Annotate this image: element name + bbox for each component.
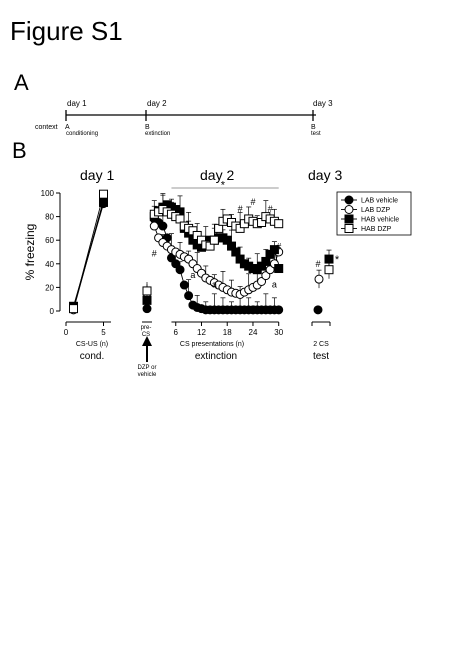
timeline-phase-conditioning: conditioning (66, 131, 98, 137)
day2-point-hab-vehicle (269, 245, 279, 255)
legend-marker-lab-vehicle (344, 195, 354, 205)
day2-x-tick-label: 24 (249, 328, 258, 337)
day2-annotation: * (221, 179, 226, 191)
day2-annotation: # (238, 204, 243, 214)
y-tick-label: 80 (45, 213, 54, 222)
day2-point-hab-dzp (209, 235, 219, 245)
day2-point-hab-dzp (274, 219, 284, 229)
timeline-context-day1: A (65, 124, 70, 131)
day2-point-lab-dzp (261, 271, 271, 281)
day1-point-hab-dzp (69, 304, 78, 314)
day2-point-lab-vehicle (184, 291, 194, 301)
day3-point-hab-dzp (324, 265, 334, 275)
day3-annotation: * (335, 254, 340, 266)
pre-cs-label-line2: CS (142, 332, 150, 338)
day1-x-tick-label: 5 (101, 328, 106, 337)
day2-annotation: a (272, 279, 277, 289)
day2-annotation: # (276, 242, 281, 252)
day1-point-hab-dzp (99, 189, 108, 199)
day2-title: day 2 (200, 167, 234, 183)
day2-annotation: a (212, 279, 217, 289)
timeline-context-day2: B (145, 124, 150, 131)
pre-cs-label: pre-CS (141, 325, 152, 338)
panel-a-label: A (14, 70, 29, 95)
legend-label-lab-dzp: LAB DZP (361, 207, 391, 214)
timeline-context-day3: B (311, 124, 316, 131)
chart-marks: * # # # # # a a a # * (69, 179, 340, 315)
dzp-arrowhead (142, 336, 152, 346)
day2-point-lab-vehicle (274, 305, 284, 315)
timeline-context-label: context (35, 124, 58, 131)
day2-annotation: # (250, 197, 255, 207)
legend: LAB vehicle LAB DZP HAB vehicle HAB DZP (336, 191, 412, 236)
day2-x-tick-label: 6 (174, 328, 179, 337)
day2-point-lab-dzp (149, 221, 159, 231)
legend-label-hab-dzp: HAB DZP (361, 226, 392, 233)
dzp-arrow-label-line1: DZP or (138, 365, 157, 371)
day2-annotation: a (190, 270, 195, 280)
y-axis-label: % freezing (23, 224, 37, 281)
y-tick-label: 100 (41, 189, 55, 198)
timeline-day2: day 2 (147, 99, 167, 108)
day3-x-axis-label: 2 CS (313, 341, 329, 348)
pre-cs-point-hab-dzp (142, 286, 152, 296)
y-tick-label: 0 (50, 307, 55, 316)
y-tick-label: 20 (45, 283, 54, 292)
figure-title: Figure S1 (10, 16, 123, 46)
y-tick-label: 60 (45, 236, 54, 245)
day2-point-lab-vehicle (175, 265, 185, 275)
day1-line-hab-dzp (73, 194, 104, 309)
day1-x-tick-label: 0 (64, 328, 69, 337)
day3-point-lab-vehicle (313, 305, 323, 315)
day2-point-lab-vehicle (158, 221, 168, 231)
dzp-arrow-label-line2: vehicle (138, 372, 157, 378)
day2-x-tick-label: 18 (223, 328, 232, 337)
day2-annotation: # (268, 204, 273, 214)
day1-point-hab-vehicle (99, 197, 108, 207)
pre-cs-point-hab-vehicle (142, 295, 152, 305)
panel-b-label: B (12, 138, 27, 163)
day2-point-lab-dzp (257, 277, 267, 286)
dzp-arrow-label: DZP or vehicle (138, 365, 157, 378)
axes: 0 20 40 60 80 100 0 5 6 12 18 24 30 (41, 187, 331, 337)
day3-phase-label: test (313, 351, 329, 362)
timeline-day3: day 3 (313, 99, 333, 108)
day2-annotation: # (152, 249, 157, 259)
timeline-phase-extinction: extinction (145, 131, 170, 137)
pre-cs-point-lab-vehicle (142, 304, 152, 314)
day2-point-hab-vehicle (274, 264, 284, 274)
legend-marker-lab-dzp (344, 205, 354, 214)
legend-marker-hab-vehicle (344, 214, 354, 224)
day2-point-lab-vehicle (179, 280, 189, 290)
timeline-phase-test: test (311, 131, 321, 137)
pre-cs-label-line1: pre- (141, 325, 152, 331)
timeline: day 1 day 2 day 3 context A B B conditio… (35, 99, 333, 137)
day2-x-axis-label: CS presentations (n) (180, 341, 244, 348)
day2-point-lab-vehicle (171, 259, 181, 269)
legend-label-hab-vehicle: HAB vehicle (361, 217, 399, 224)
legend-label-lab-vehicle: LAB vehicle (361, 198, 398, 205)
day3-point-lab-dzp (314, 274, 324, 284)
legend-marker-hab-dzp (344, 224, 354, 233)
day2-phase-label: extinction (195, 351, 237, 362)
timeline-day1: day 1 (67, 99, 87, 108)
day3-annotation: # (315, 259, 320, 269)
day1-phase-label: cond. (80, 351, 104, 362)
day3-title: day 3 (308, 167, 342, 183)
day2-x-tick-label: 30 (274, 328, 283, 337)
day1-x-axis-label: CS-US (n) (76, 341, 108, 348)
day2-x-tick-label: 12 (197, 328, 206, 337)
day1-title: day 1 (80, 167, 114, 183)
y-tick-label: 40 (45, 260, 54, 269)
